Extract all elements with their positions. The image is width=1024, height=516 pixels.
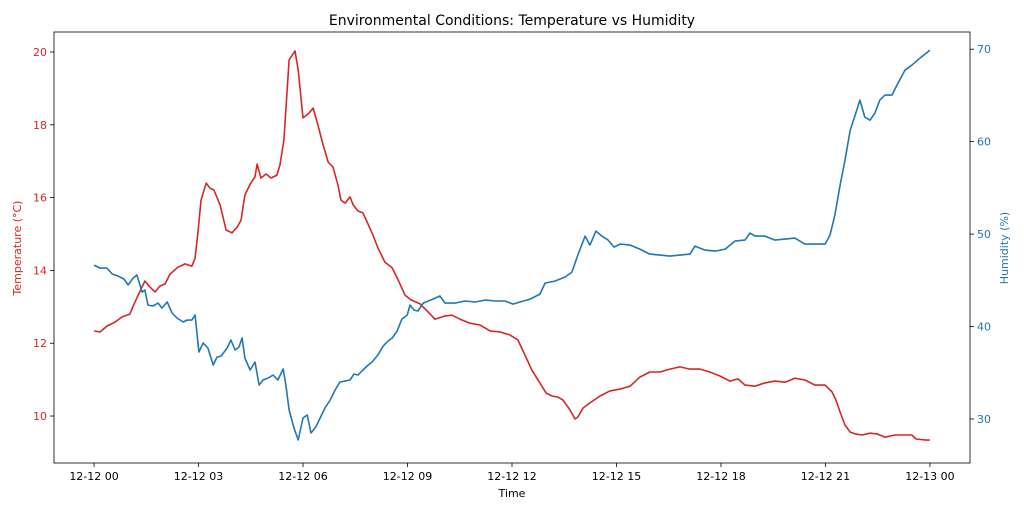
left-y-tick-label: 14: [33, 264, 47, 277]
left-y-tick-label: 20: [33, 46, 47, 59]
x-tick-label: 12-12 09: [383, 470, 432, 483]
right-y-tick-label: 50: [977, 228, 991, 241]
humidity-line: [93, 49, 931, 441]
x-tick-label: 12-12 00: [69, 470, 118, 483]
right-y-axis-label: Humidity (%): [998, 212, 1011, 284]
x-tick-label: 12-12 21: [801, 470, 850, 483]
series-lines: [93, 49, 931, 441]
x-tick-label: 12-12 15: [592, 470, 641, 483]
x-tick-label: 12-12 06: [278, 470, 327, 483]
x-tick-label: 12-12 18: [696, 470, 745, 483]
right-y-tick-label: 30: [977, 413, 991, 426]
right-y-tick-label: 40: [977, 321, 991, 334]
plot-frame: [53, 31, 971, 464]
axis-ticks: 12-12 00 12-12 03 12-12 06 12-12 09 12-12 12…: [33, 43, 991, 483]
x-tick-label: 12-13 00: [905, 470, 954, 483]
chart-title: Environmental Conditions: Temperature vs…: [329, 13, 695, 29]
left-y-tick-label: 16: [33, 192, 47, 205]
right-y-tick-label: 70: [977, 43, 991, 56]
left-y-tick-label: 10: [33, 410, 47, 423]
x-tick-label: 12-12 03: [174, 470, 223, 483]
left-y-axis-label: Temperature (°C): [11, 201, 24, 297]
right-y-tick-label: 60: [977, 136, 991, 149]
x-axis-label: Time: [498, 487, 526, 500]
temperature-line: [93, 50, 930, 441]
x-tick-label: 12-12 12: [487, 470, 536, 483]
left-y-tick-label: 18: [33, 119, 47, 132]
left-y-tick-label: 12: [33, 337, 47, 350]
